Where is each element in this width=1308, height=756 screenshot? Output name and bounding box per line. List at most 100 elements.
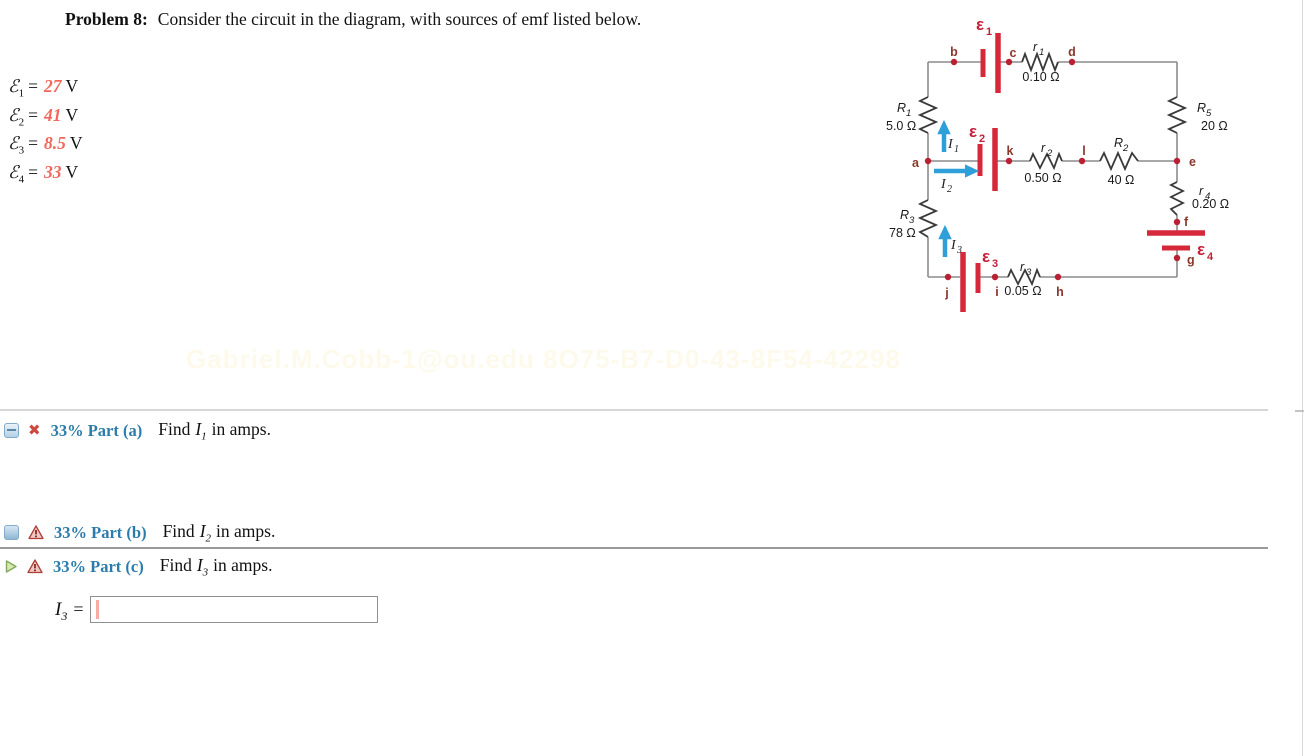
- circuit-wires: [927, 61, 1178, 278]
- emf-row-3: ℰ3 = 8.5 V: [8, 133, 83, 157]
- part-a-row: ✖ 33% Part (a) Find I1 in amps.: [4, 419, 271, 443]
- label-emf2: ε: [969, 122, 977, 141]
- expand-play-icon[interactable]: [4, 559, 18, 574]
- user-watermark: Gabriel.M.Cobb-1@ou.edu 8O75-B7-D0-43-8F…: [186, 344, 901, 374]
- problem-title: Problem 8: Consider the circuit in the di…: [65, 9, 641, 30]
- part-b-question: Find I2 in amps.: [162, 521, 276, 545]
- value-r4: 0.20 Ω: [1192, 197, 1229, 211]
- label-I1: I: [947, 137, 954, 152]
- battery-emf2: [977, 128, 998, 191]
- svg-text:3: 3: [956, 245, 962, 256]
- label-emf4: ε: [1197, 240, 1205, 259]
- emf-value: 33: [43, 161, 62, 182]
- emf-row-2: ℰ2 = 41 V: [8, 104, 79, 129]
- value-R3: 78 Ω: [889, 226, 916, 240]
- collapse-panel-icon[interactable]: [4, 423, 19, 439]
- separator-above-part-a: [0, 409, 1268, 411]
- node-labels: a b c d e f g h i j k l: [912, 45, 1196, 300]
- node-h: h: [1056, 285, 1064, 299]
- battery-emf4: [1147, 230, 1205, 251]
- label-I2: I: [940, 177, 947, 192]
- part-b-header[interactable]: 33% Part (b): [54, 522, 147, 542]
- part-c-question: Find I3 in amps.: [159, 555, 273, 579]
- part-c-row: 33% Part (c) Find I3 in amps.: [4, 555, 272, 579]
- svg-text:4: 4: [1205, 191, 1210, 202]
- svg-text:1: 1: [954, 144, 959, 155]
- label-R2: R: [1114, 136, 1123, 150]
- label-R5: R: [1197, 101, 1206, 115]
- svg-text:4: 4: [1207, 251, 1214, 263]
- emf-value-list: ℰ1 = 27 V ℰ2 = 41 V ℰ3 = 8.5 V ℰ4 = 33 V: [8, 72, 83, 186]
- emf-value: 27: [43, 76, 62, 96]
- value-R1: 5.0 Ω: [886, 119, 916, 133]
- value-r2: 0.50 Ω: [1024, 171, 1061, 185]
- emf-value: 41: [43, 104, 62, 125]
- svg-text:1: 1: [1039, 47, 1044, 58]
- answer-equals: =: [73, 599, 84, 619]
- label-emf3: ε: [982, 247, 990, 266]
- svg-text:5: 5: [1206, 108, 1212, 119]
- label-R1: R: [897, 101, 906, 115]
- answer-row: I3 =: [55, 596, 379, 624]
- node-a: a: [912, 156, 920, 170]
- emf-symbol: ℰ: [8, 161, 19, 182]
- svg-text:2: 2: [979, 133, 985, 145]
- node-l: l: [1082, 144, 1085, 158]
- warning-icon: [27, 559, 43, 574]
- problem-statement: Consider the circuit in the diagram, wit…: [157, 9, 642, 29]
- value-r1: 0.10 Ω: [1022, 70, 1059, 84]
- svg-text:2: 2: [947, 184, 952, 195]
- part-b-row: 33% Part (b) Find I2 in amps.: [4, 521, 275, 545]
- value-R2: 40 Ω: [1108, 173, 1135, 187]
- emf-value: 8.5: [43, 133, 66, 153]
- node-e: e: [1189, 155, 1196, 169]
- part-a-header[interactable]: 33% Part (a): [50, 420, 143, 440]
- right-border-tick: [1295, 410, 1304, 412]
- circuit-diagram: ε 1 ε 2 ε 3 ε 4 R 1 5.0 Ω r 1 0.10 Ω R 5…: [886, 15, 1229, 312]
- svg-text:3: 3: [909, 215, 915, 226]
- label-r4: r: [1199, 184, 1204, 198]
- emf-row-4: ℰ4 = 33 V: [8, 161, 79, 186]
- node-i: i: [995, 285, 998, 299]
- svg-text:1: 1: [906, 108, 911, 119]
- svg-text:2: 2: [1122, 143, 1129, 154]
- svg-text:3: 3: [1026, 267, 1032, 278]
- emf-row-1: ℰ1 = 27 V: [8, 76, 79, 100]
- svg-text:1: 1: [986, 26, 992, 38]
- node-b: b: [950, 45, 958, 59]
- incorrect-x-icon: ✖: [28, 421, 41, 440]
- collapsed-panel-icon[interactable]: [4, 525, 19, 541]
- node-d: d: [1068, 45, 1076, 59]
- problem-number-label: Problem 8:: [65, 9, 148, 29]
- label-I3: I: [950, 238, 957, 253]
- current-arrows: [934, 119, 980, 257]
- emf-symbol: ℰ: [8, 133, 19, 153]
- svg-text:2: 2: [1046, 148, 1053, 159]
- separator-above-part-c: [0, 547, 1268, 549]
- node-f: f: [1184, 215, 1189, 229]
- node-dots: [924, 58, 1181, 281]
- source-labels: ε 1 ε 2 ε 3 ε 4: [969, 15, 1214, 270]
- value-R5: 20 Ω: [1201, 119, 1228, 133]
- node-j: j: [944, 286, 948, 300]
- part-c-header[interactable]: 33% Part (c): [53, 556, 144, 576]
- current-labels: I 1 I 2 I 3: [940, 137, 962, 256]
- right-border-line: [1302, 0, 1303, 756]
- resistor-labels: R 1 5.0 Ω r 1 0.10 Ω R 5 20 Ω r 2 0.50 Ω…: [886, 40, 1229, 298]
- text-caret: [96, 600, 100, 619]
- svg-text:3: 3: [992, 258, 998, 270]
- answer-input[interactable]: [90, 596, 379, 623]
- label-emf1: ε: [976, 15, 984, 34]
- value-r3: 0.05 Ω: [1004, 284, 1041, 298]
- emf-symbol: ℰ: [8, 76, 19, 96]
- resistor-symbols: [917, 51, 1188, 287]
- node-k: k: [1007, 144, 1014, 158]
- battery-emf1: [980, 33, 1001, 93]
- emf-symbol: ℰ: [8, 104, 19, 125]
- label-R3: R: [900, 208, 909, 222]
- label-r3: r: [1020, 260, 1025, 274]
- label-r1: r: [1033, 40, 1038, 54]
- battery-emf3: [960, 252, 981, 312]
- node-c: c: [1010, 46, 1017, 60]
